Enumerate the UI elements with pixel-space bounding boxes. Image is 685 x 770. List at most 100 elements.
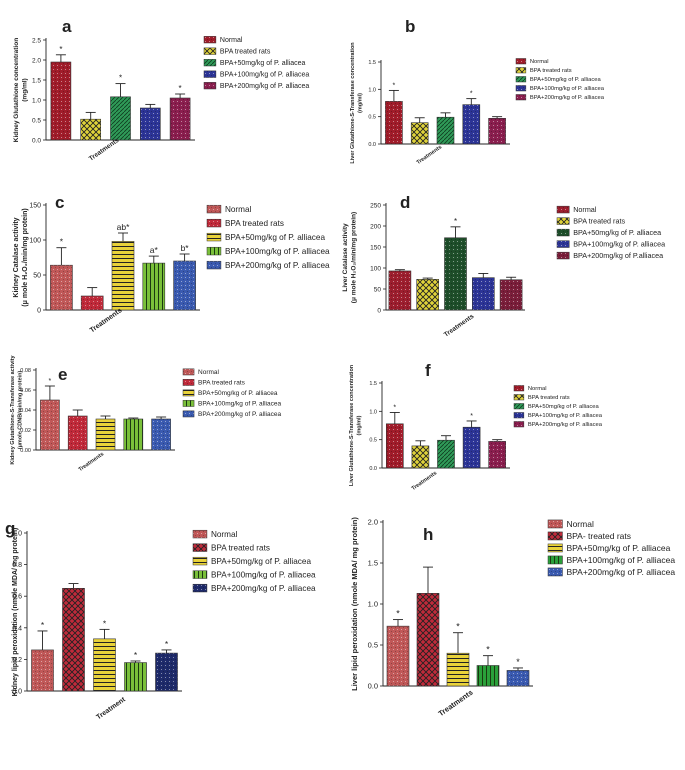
legend-entry: BPA+100mg/kg of P. alliacea: [530, 86, 605, 92]
legend-swatch: [547, 543, 563, 553]
significance-label: *: [470, 413, 473, 420]
y-axis-label: Liver Catalase activity: [342, 223, 349, 292]
panel-letter: h: [423, 525, 433, 544]
legend-entry: BPA+100mg/kg of P. alliacea: [198, 401, 281, 408]
x-axis-label: Treatments: [443, 313, 476, 339]
legend-swatch: [513, 394, 525, 401]
bar-2: [411, 445, 430, 469]
bar-4: [476, 665, 500, 687]
legend-swatch: [547, 519, 563, 529]
bar-5: [506, 670, 530, 687]
y-tick-label: 100: [370, 265, 381, 272]
y-tick-label: 0.0: [12, 688, 22, 695]
bar-2: [80, 118, 101, 141]
significance-label: *: [396, 609, 400, 619]
y-tick-label: 150: [370, 244, 381, 251]
y-tick-label: 2.0: [368, 518, 378, 527]
y-tick-label: 50: [374, 286, 382, 293]
y-tick-label: 0.0: [32, 137, 41, 144]
bar-1: [386, 625, 410, 687]
y-tick-label: 2.0: [32, 57, 41, 64]
legend-entry: BPA+100mg/kg of P. alliacea: [220, 72, 310, 79]
y-axis-label: Liver lipid peroxidation (nmole MDA/ mg …: [350, 517, 359, 691]
legend-swatch: [206, 260, 222, 270]
bar-4: [142, 262, 166, 311]
y-axis-label: (μ mole H₂O₂/min/mg protein): [351, 212, 358, 303]
legend-entry: BPA- treated rats: [566, 531, 631, 541]
x-axis-label: Treatments: [411, 470, 438, 492]
legend-swatch: [182, 379, 195, 386]
legend-entry: BPA+200mg/kg of P.alliacea: [573, 251, 663, 260]
legend-entry: BPA treated rats: [528, 395, 570, 401]
legend-entry: BPA+50mg/kg of P. alliacea: [530, 77, 602, 83]
y-tick-label: 1.5: [32, 77, 41, 84]
legend-entry: BPA+200mg/kg of P. alliacea: [220, 83, 310, 90]
significance-label: *: [41, 620, 45, 630]
legend-swatch: [515, 67, 527, 74]
legend-entry: BPA treated rats: [198, 380, 246, 387]
y-axis-label: (μmole CDNB/min/mg protein): [18, 371, 24, 450]
bar-4: [471, 277, 495, 311]
legend-swatch: [515, 76, 527, 83]
bar-3: [437, 439, 455, 469]
legend-swatch: [547, 531, 563, 541]
x-axis-label: Treatments: [78, 451, 105, 473]
legend-swatch: [513, 403, 525, 410]
legend-entry: BPA+50mg/kg of P. alliacea: [566, 543, 670, 553]
significance-label: *: [119, 74, 122, 83]
y-tick-label: 1.5: [368, 60, 376, 66]
y-axis-label: (mg/ml): [357, 415, 363, 435]
legend-swatch: [203, 70, 217, 78]
legend-swatch: [513, 421, 525, 428]
significance-label: *: [393, 404, 396, 411]
legend-swatch: [515, 94, 527, 101]
x-axis-label: Treatment: [95, 696, 127, 721]
legend-entry: BPA+50mg/kg of P. alliacea: [225, 233, 326, 242]
bar-3: [436, 116, 455, 145]
bar-1: [40, 399, 60, 451]
significance-label: *: [59, 45, 62, 54]
legend-swatch: [203, 82, 217, 90]
significance-label: *: [60, 237, 64, 247]
bar-4: [123, 418, 144, 451]
y-axis-label: (mg/ml): [358, 93, 364, 113]
y-tick-label: 0: [377, 307, 381, 314]
legend-swatch: [547, 555, 563, 565]
legend-swatch: [513, 412, 525, 419]
legend-entry: BPA+100mg/kg of P. alliacea: [566, 555, 675, 565]
bar-5: [488, 118, 506, 145]
panel-letter: f: [425, 361, 431, 380]
y-tick-label: 150: [29, 202, 41, 209]
bar-1: [385, 423, 404, 469]
y-tick-label: 0.02: [20, 428, 31, 434]
panel-letter: e: [58, 365, 67, 384]
legend-swatch: [206, 246, 222, 256]
y-tick-label: 0: [37, 307, 41, 314]
bar-3: [93, 638, 116, 692]
legend-swatch: [182, 389, 195, 397]
y-tick-label: 0.5: [32, 117, 41, 124]
legend-entry: BPA+50mg/kg of P. alliacea: [573, 228, 661, 237]
legend-swatch: [203, 59, 217, 67]
legend-swatch: [203, 36, 217, 44]
panel-letter: c: [55, 193, 64, 212]
chart-panel-e: e 0.00 0.02 0.04 0.06 0.08 Kidney Glutathione-…: [10, 355, 281, 474]
legend-entry: Normal: [566, 519, 594, 529]
significance-label: *: [470, 91, 473, 98]
legend-swatch: [556, 228, 570, 237]
legend-swatch: [513, 385, 525, 392]
legend-entry: BPA treated rats: [530, 68, 572, 74]
legend-swatch: [206, 204, 222, 214]
y-tick-label: 0.0: [368, 142, 376, 148]
legend-entry: BPA+50mg/kg of P. alliacea: [528, 404, 600, 410]
y-tick-label: 0.0: [368, 682, 378, 691]
bar-1: [31, 649, 54, 692]
y-tick-label: 0.04: [20, 408, 31, 414]
y-tick-label: 50: [33, 272, 41, 279]
y-tick-label: 0.5: [369, 438, 377, 444]
y-tick-label: 0.4: [12, 625, 22, 632]
y-tick-label: 1.0: [369, 409, 377, 415]
legend-entry: BPA+100mg/kg of P. alliacea: [211, 571, 316, 580]
legend-swatch: [206, 232, 222, 242]
